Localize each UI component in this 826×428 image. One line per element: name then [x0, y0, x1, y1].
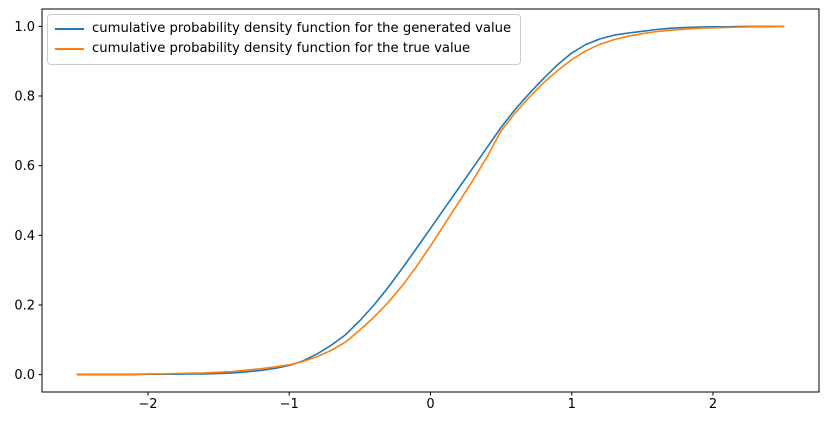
x-tick-label: 2	[709, 397, 717, 412]
y-tick-label: 0.0	[14, 368, 35, 383]
y-tick-label: 0.4	[14, 229, 35, 244]
legend-line-sample-generated	[55, 28, 84, 30]
legend-item-true: cumulative probability density function …	[55, 39, 511, 59]
series-line-generated	[76, 25, 785, 376]
y-tick-label: 1.0	[14, 20, 35, 35]
axes-frame	[41, 8, 820, 393]
legend-line-sample-true	[55, 48, 84, 50]
y-tick-label: 0.6	[14, 159, 35, 174]
x-tick-label: 0	[426, 397, 434, 412]
ticks-group: −2 −1 0 1 2 0.0 0.2 0.4 0.6 0.8 1.0	[14, 20, 717, 412]
x-tick-label: −2	[138, 397, 157, 412]
series-line-true	[76, 25, 785, 376]
legend-label-generated: cumulative probability density function …	[92, 21, 512, 36]
y-tick-label: 0.2	[14, 299, 35, 314]
x-tick-label: 1	[568, 397, 576, 412]
legend-label-true: cumulative probability density function …	[92, 41, 471, 56]
y-tick-label: 0.8	[14, 90, 35, 105]
legend-item-generated: cumulative probability density function …	[55, 19, 511, 39]
x-tick-label: −1	[280, 397, 299, 412]
legend: cumulative probability density function …	[47, 14, 522, 65]
series-group	[76, 25, 785, 376]
